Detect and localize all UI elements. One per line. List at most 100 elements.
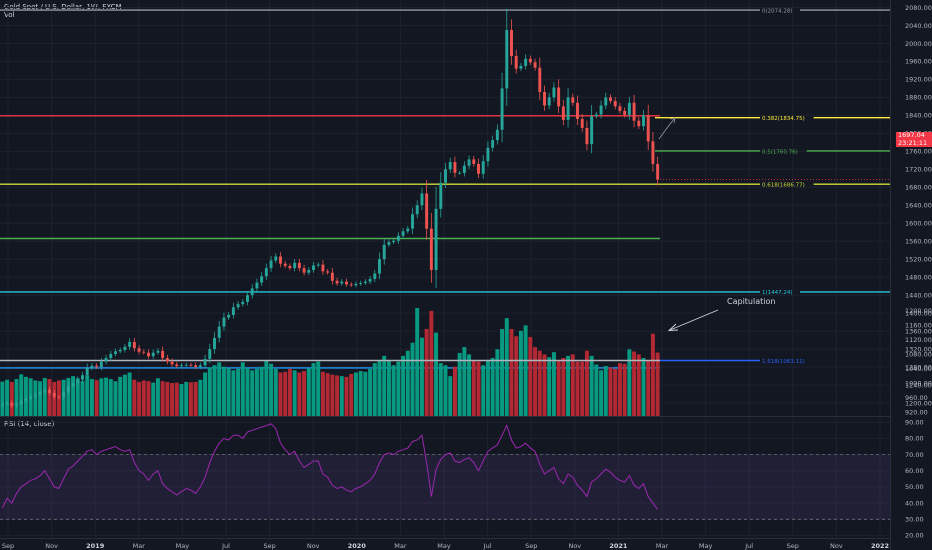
volume-bar: [292, 370, 297, 416]
candle-body: [29, 396, 33, 399]
volume-bar: [240, 362, 245, 416]
volume-bar: [66, 377, 71, 416]
volume-bar: [632, 351, 637, 416]
candle-body: [651, 141, 655, 164]
level-label: 0.618(1686.77): [762, 183, 805, 189]
volume-bar: [151, 382, 156, 416]
time-tick-label: Sep: [525, 542, 537, 550]
price-tick-label: 1840.00: [905, 112, 932, 120]
volume-bar: [566, 355, 571, 416]
candle-body: [109, 354, 113, 359]
candle-body: [396, 235, 400, 241]
candle-body: [43, 389, 47, 393]
volume-bar: [349, 373, 354, 416]
price-tick-label: 1240.00: [905, 381, 932, 389]
candle-body: [401, 231, 405, 236]
candle-body: [514, 56, 518, 69]
volume-bar: [302, 371, 307, 416]
candle-body: [444, 169, 447, 183]
candle-body: [609, 97, 612, 101]
volume-bar: [344, 376, 349, 416]
candle-body: [561, 106, 565, 120]
volume-bar: [415, 307, 420, 416]
candle-body: [627, 102, 631, 115]
volume-tick-label: 1200.00: [905, 307, 932, 315]
candle-body: [495, 129, 499, 141]
candle-body: [458, 172, 462, 174]
price-tick-label: 1680.00: [905, 184, 932, 192]
candle-body: [566, 97, 570, 120]
volume-bar: [589, 355, 594, 416]
candle-body: [472, 159, 476, 164]
candle-body: [613, 100, 617, 107]
candle-body: [241, 301, 245, 305]
volume-bar: [221, 366, 226, 416]
volume-bar: [283, 371, 288, 416]
candle-body: [312, 265, 315, 270]
candle-body: [656, 163, 660, 180]
volume-bar: [368, 368, 373, 416]
rsi-tick-label: 80.00: [905, 435, 924, 443]
time-tick-label: May: [176, 542, 190, 550]
rsi-tick-label: 60.00: [905, 467, 924, 475]
candle-body: [632, 102, 636, 121]
candle-body: [467, 159, 471, 166]
volume-reference-label: 1.618(1063.11): [762, 359, 805, 365]
volume-bar: [320, 371, 325, 416]
candle-body: [637, 120, 641, 127]
volume-bar: [627, 349, 632, 416]
last-price-value: 1697.04: [898, 131, 925, 139]
volume-bar: [570, 354, 575, 416]
volume-bar: [438, 363, 443, 416]
volume-bar: [259, 366, 264, 416]
candle-body: [571, 97, 575, 103]
candlesticks: [0, 8, 890, 409]
candle-body: [335, 280, 339, 284]
candle-body: [510, 29, 513, 57]
volume-bar: [141, 380, 146, 416]
volume-bar: [179, 384, 184, 416]
candle-body: [81, 375, 84, 380]
volume-bar: [561, 358, 566, 416]
volume-bar: [250, 370, 255, 416]
time-tick-label: May: [437, 542, 451, 550]
volume-bar: [650, 333, 655, 416]
volume-bar: [75, 378, 80, 416]
candle-body: [373, 273, 377, 279]
horizontal-levels: 0(2074.28) 0.382(1834.75) 0.5(1760.76) 0.61…: [0, 8, 890, 369]
volume-bar: [188, 382, 193, 416]
volume-bar: [118, 376, 123, 416]
candle-body: [38, 392, 42, 395]
level-label: 0.5(1760.76): [762, 149, 798, 155]
candle-body: [260, 276, 264, 283]
volume-bar: [584, 350, 589, 416]
candle-body: [505, 29, 509, 89]
volume-bar: [71, 376, 76, 416]
candle-body: [208, 349, 212, 359]
volume-bar: [448, 376, 453, 416]
candle-body: [71, 383, 75, 386]
volume-bar: [386, 360, 391, 416]
time-tick-label: Sep: [2, 542, 14, 550]
volume-bar: [14, 379, 19, 416]
volume-bar: [193, 381, 198, 416]
candle-body: [434, 208, 438, 270]
price-tick-label: 1960.00: [905, 58, 932, 66]
candle-body: [231, 307, 235, 315]
volume-bar: [94, 380, 99, 416]
candle-body: [642, 115, 645, 127]
time-tick-label: Nov: [830, 542, 843, 550]
candle-body: [491, 140, 495, 148]
volume-bar: [377, 360, 382, 416]
price-tick-label: 1440.00: [905, 291, 932, 299]
volume-bar: [533, 347, 538, 416]
rsi-label: RSI (14, close): [4, 420, 55, 428]
volume-bar: [613, 368, 618, 416]
candle-body: [132, 341, 136, 349]
candle-body: [175, 364, 179, 367]
volume-bar: [297, 372, 302, 416]
candle-body: [646, 115, 650, 142]
candle-body: [368, 278, 372, 282]
rsi-tick-label: 90.00: [905, 419, 924, 427]
